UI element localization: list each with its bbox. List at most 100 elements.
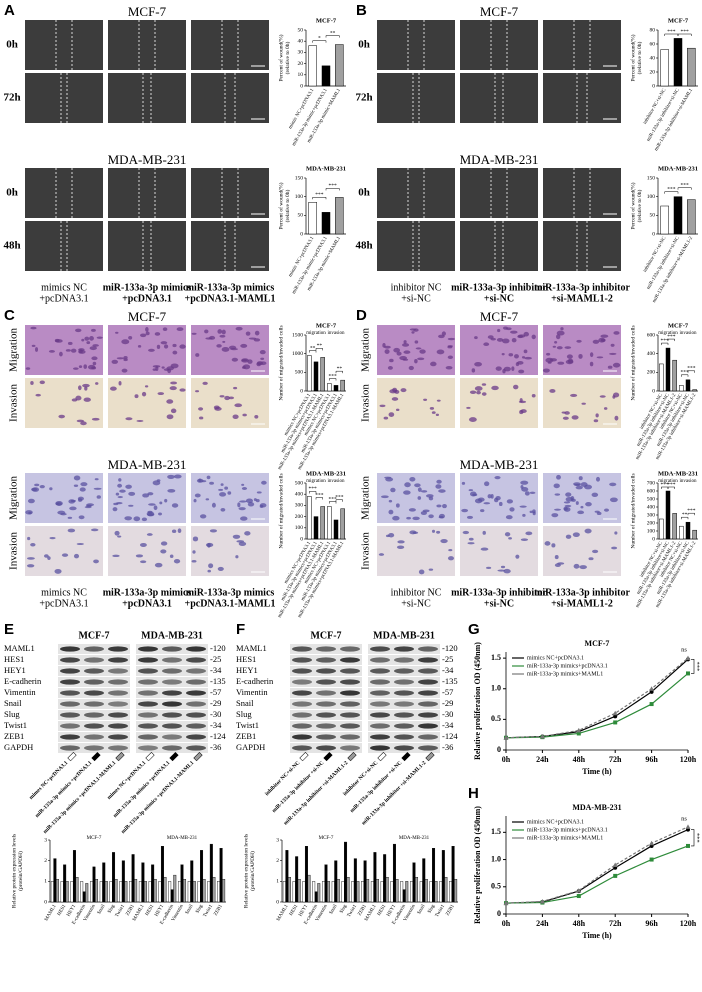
legend-label: miR-133a-3p mimics+MAML1 (527, 671, 603, 677)
y-tick-label: 500 (295, 480, 304, 486)
cell (161, 366, 165, 369)
cell (171, 529, 177, 534)
bar (99, 881, 103, 903)
cell (128, 335, 133, 340)
bar (660, 205, 669, 235)
blot-band (292, 723, 312, 729)
cell (483, 342, 490, 346)
y-axis-label: Relative proliferation OD (450nm) (473, 806, 482, 924)
significance-label: ** (317, 343, 323, 349)
cell (71, 398, 78, 402)
cell (419, 349, 426, 354)
y-axis-label: Relative protein expression levels (243, 834, 249, 908)
annotation: ns (681, 815, 687, 822)
cell (259, 503, 267, 508)
x-tick-label: HEY1 (66, 904, 77, 918)
cell (395, 408, 400, 412)
cell (603, 508, 609, 512)
y-tick-label: 0.5 (491, 882, 501, 891)
bar (295, 856, 299, 903)
bar (363, 860, 367, 903)
group-label: invasion (328, 479, 345, 484)
cell (495, 366, 502, 371)
cell (571, 498, 576, 502)
cell (79, 349, 86, 354)
micrograph (191, 378, 269, 428)
significance-label: *** (661, 482, 670, 488)
x-tick-label: Slug (195, 904, 204, 915)
cell (564, 346, 572, 349)
cell (524, 356, 532, 360)
cell (25, 367, 31, 370)
bar (313, 361, 319, 392)
bar (163, 877, 167, 903)
bar (400, 881, 404, 903)
cell (411, 331, 415, 334)
blot-band (418, 712, 438, 718)
cell (436, 349, 445, 355)
blot-band (60, 745, 80, 751)
bar (665, 347, 671, 392)
cell (232, 414, 239, 420)
blot-band (84, 690, 104, 696)
row-label: 0h (358, 187, 370, 199)
cell (205, 498, 210, 501)
y-tick-label: 3 (44, 837, 47, 843)
bar (409, 881, 413, 903)
y-tick-label: 0 (652, 388, 655, 394)
cell (147, 492, 154, 496)
blot-band (84, 657, 104, 663)
bar (312, 881, 316, 903)
molecular-weight: -135 (210, 676, 226, 686)
cell (392, 515, 400, 521)
cell (112, 554, 120, 558)
cell (447, 556, 455, 561)
cell (481, 383, 487, 386)
bar (143, 881, 147, 903)
cell (256, 362, 262, 367)
y-tick-label: 0.5 (491, 714, 501, 723)
cell (35, 393, 41, 397)
bar (335, 44, 344, 87)
bar (192, 881, 196, 903)
cell (241, 359, 248, 362)
bar (307, 874, 311, 903)
blot-band (394, 657, 414, 663)
bar (685, 379, 691, 392)
x-tick-label: Twist1 (115, 904, 126, 919)
cell (531, 394, 536, 398)
bar (356, 881, 360, 903)
cell (202, 381, 208, 385)
cell (84, 506, 92, 509)
x-tick-label: Snail (97, 904, 107, 916)
cell (580, 505, 584, 509)
protein-label: HES1 (236, 654, 256, 664)
blot-band (394, 668, 414, 674)
cell (589, 361, 594, 367)
molecular-weight: -36 (210, 742, 221, 752)
cell (164, 498, 168, 503)
x-tick-label: 72h (609, 919, 622, 928)
blot-band (162, 734, 182, 740)
bar (82, 891, 86, 903)
group-label: miR-133a-3p inhibitor (451, 587, 547, 598)
cell (30, 326, 37, 330)
blot-band (394, 745, 414, 751)
bar (340, 379, 345, 392)
cell (209, 335, 216, 340)
cell (417, 487, 422, 492)
cell (148, 503, 156, 506)
cell (584, 528, 592, 534)
y-axis-label: (protein/GAPDH) (249, 851, 256, 891)
cell (599, 395, 606, 398)
cell (399, 355, 407, 361)
cell (177, 528, 182, 533)
y-tick-label: 300 (647, 512, 656, 518)
y-axis-label: Relative protein expression levels (11, 834, 17, 908)
chart-title: MDA-MB-231 (658, 470, 698, 477)
cell (414, 483, 421, 488)
blot-band (162, 646, 182, 652)
cell (525, 531, 533, 536)
cell (191, 332, 197, 335)
cell (566, 354, 573, 359)
